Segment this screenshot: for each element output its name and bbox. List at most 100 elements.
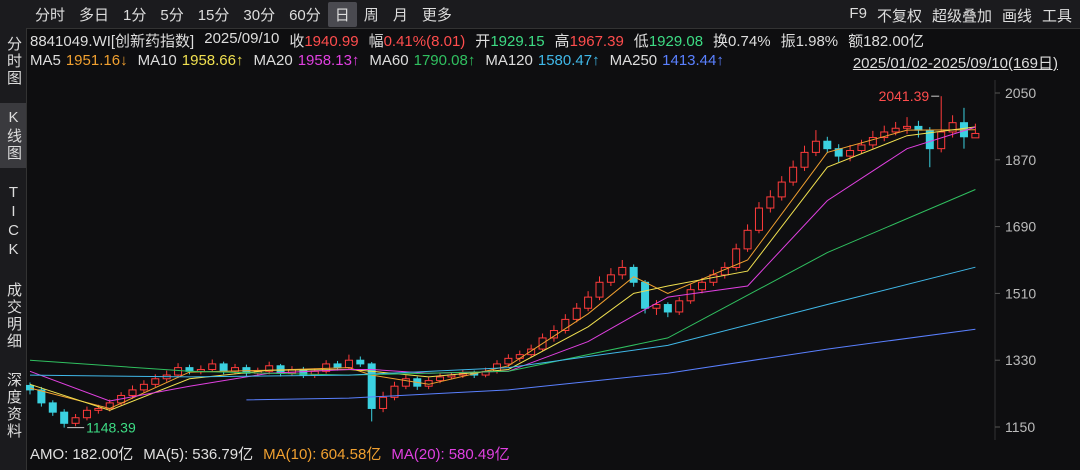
- info-text: 换0.74%: [713, 33, 771, 50]
- tab[interactable]: 更多: [421, 6, 452, 24]
- tool[interactable]: F9: [849, 5, 867, 22]
- ma-name: MA10: [137, 52, 177, 69]
- candle-body: [641, 281, 650, 309]
- info-item: 开1929.15: [475, 30, 544, 51]
- ma-value: 1951.16↓: [65, 52, 128, 69]
- ma-line: [29, 129, 976, 410]
- candle-body: [458, 372, 467, 376]
- candle-body: [208, 363, 217, 370]
- candle-body: [959, 122, 968, 138]
- candle-body: [71, 417, 80, 424]
- candle-body: [367, 363, 376, 409]
- candle-body: [231, 367, 240, 372]
- candle-body: [663, 304, 672, 313]
- candle-body: [492, 363, 501, 372]
- candle-body: [709, 274, 718, 283]
- candle-body: [265, 365, 274, 372]
- candle-body: [857, 144, 866, 152]
- info-item: 高1967.39: [555, 30, 624, 51]
- candle-body: [322, 363, 331, 372]
- tab[interactable]: 月: [392, 6, 408, 24]
- candle-body: [470, 372, 479, 376]
- candle-body: [777, 181, 786, 198]
- candle-body: [379, 396, 388, 409]
- candle-body: [891, 127, 900, 133]
- candle-body: [652, 304, 661, 309]
- tab[interactable]: 15分: [197, 6, 230, 24]
- side-tab[interactable]: 分时图: [5, 36, 22, 87]
- candle-body: [732, 248, 741, 268]
- info-label: 开: [475, 33, 491, 50]
- footer-row: AMO: 182.00亿 MA(5): 536.79亿 MA(10): 604.58亿 MA…: [30, 443, 510, 464]
- candle-body: [515, 354, 524, 359]
- side-tab[interactable]: K线图: [0, 103, 26, 168]
- candle-body: [401, 378, 410, 387]
- candle-body: [390, 385, 399, 398]
- candle-body: [287, 368, 296, 374]
- ma-value: 1790.08↑: [413, 52, 476, 69]
- candle-body: [253, 370, 262, 374]
- tab[interactable]: 1分: [123, 6, 147, 24]
- candle-body: [572, 307, 581, 320]
- ma-legend-item: MA60 1790.08↑: [369, 52, 475, 73]
- annotation: 2041.39: [879, 88, 930, 104]
- info-label: 高: [554, 33, 570, 50]
- date-range[interactable]: 2025/01/02-2025/09/10(169日): [852, 55, 1058, 72]
- tab[interactable]: 60分: [289, 6, 321, 24]
- tab[interactable]: 日: [327, 1, 357, 27]
- candle-body: [766, 196, 775, 209]
- info-text: 额182.00亿: [848, 33, 925, 50]
- candle-body: [151, 378, 160, 385]
- candle-body: [811, 140, 820, 153]
- ma-value: 1580.47↑: [537, 52, 600, 69]
- ma-legend-item: MA10 1958.66↑: [138, 52, 244, 73]
- tab[interactable]: 多日: [79, 6, 110, 24]
- candle-body: [196, 368, 205, 372]
- candle-body: [481, 370, 490, 376]
- footer-label: AMO:: [30, 446, 69, 463]
- ma-legend-item: MA250 1413.44↑: [610, 52, 724, 73]
- tab[interactable]: 分时: [35, 6, 66, 24]
- candle-body: [538, 337, 547, 350]
- info-item: 振1.98%: [781, 30, 839, 51]
- footer-item: MA(10): 604.58亿: [263, 443, 381, 464]
- candle-body: [686, 289, 695, 302]
- candle-body: [436, 376, 445, 382]
- tab[interactable]: 5分: [160, 6, 184, 24]
- footer-label: MA(10):: [263, 446, 317, 463]
- tab[interactable]: 30分: [243, 6, 276, 24]
- info-label: 收: [289, 33, 305, 50]
- info-item: 低1929.08: [634, 30, 703, 51]
- tool[interactable]: 画线: [1001, 8, 1032, 25]
- candle-body: [219, 363, 228, 372]
- side-tab[interactable]: 深度资料: [5, 372, 22, 440]
- tool[interactable]: 不复权: [876, 8, 922, 25]
- info-label: 幅: [368, 33, 384, 50]
- candle-body: [413, 378, 422, 387]
- candle-body: [242, 367, 251, 374]
- candle-body: [128, 389, 137, 396]
- candle-body: [299, 368, 308, 376]
- info-item: 收1940.99: [289, 30, 358, 51]
- ma-legend-item: MA120 1580.47↑: [485, 52, 599, 73]
- tab[interactable]: 周: [363, 6, 379, 24]
- info-item: 幅0.41%(8.01): [369, 30, 466, 51]
- candle-body: [675, 300, 684, 313]
- footer-label: MA(20):: [391, 446, 445, 463]
- ma-line: [29, 126, 976, 402]
- ma-line: [29, 266, 976, 378]
- candle-body: [48, 402, 57, 413]
- footer-item: AMO: 182.00亿: [30, 443, 133, 464]
- footer-value: 182.00亿: [72, 446, 134, 463]
- tool[interactable]: 超级叠加: [931, 8, 992, 25]
- side-tab[interactable]: TICK: [5, 184, 22, 260]
- annotation: 1148.39: [86, 420, 136, 436]
- info-value: 1967.39: [569, 33, 624, 50]
- candle-body: [720, 266, 729, 276]
- side-tab[interactable]: 成交明细: [5, 282, 22, 350]
- ma-value: 1413.44↑: [662, 52, 724, 69]
- candle-body: [948, 122, 957, 133]
- footer-value: 536.79亿: [192, 446, 254, 463]
- tool[interactable]: 工具: [1041, 8, 1072, 25]
